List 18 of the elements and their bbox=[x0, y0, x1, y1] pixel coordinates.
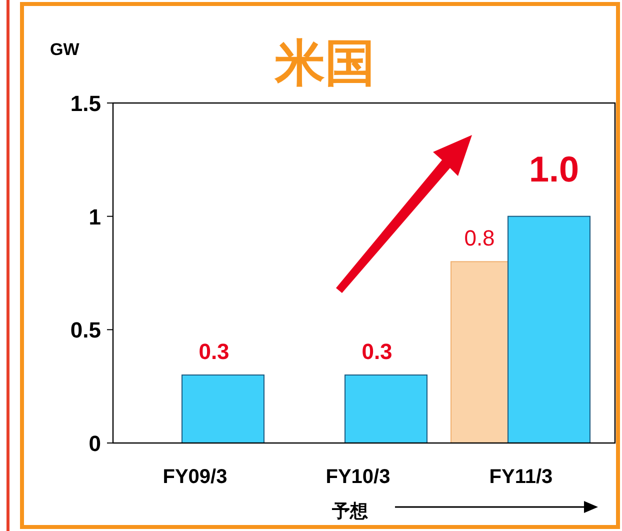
bar bbox=[344, 374, 428, 444]
bar bbox=[508, 216, 590, 444]
data-label: 0.3 bbox=[198, 339, 230, 364]
y-tick-label: 0.5 bbox=[70, 318, 101, 343]
chart-title: 米国 bbox=[274, 35, 375, 91]
bar bbox=[182, 374, 264, 444]
data-label: 0.8 bbox=[464, 226, 495, 251]
y-tick-label: 1 bbox=[88, 204, 101, 230]
x-tick-label: FY09/3 bbox=[162, 466, 228, 488]
data-label: 0.3 bbox=[362, 339, 392, 364]
bar bbox=[450, 261, 508, 444]
text: 予想 bbox=[331, 501, 368, 521]
y-tick-label: 0 bbox=[88, 431, 101, 456]
y-tick-label: 1.5 bbox=[70, 91, 101, 116]
y-axis-title: GW bbox=[50, 40, 80, 59]
x-tick-label: FY10/3 bbox=[326, 466, 390, 488]
data-label: 1.0 bbox=[528, 148, 580, 190]
x-tick-label: FY11/3 bbox=[489, 466, 553, 488]
